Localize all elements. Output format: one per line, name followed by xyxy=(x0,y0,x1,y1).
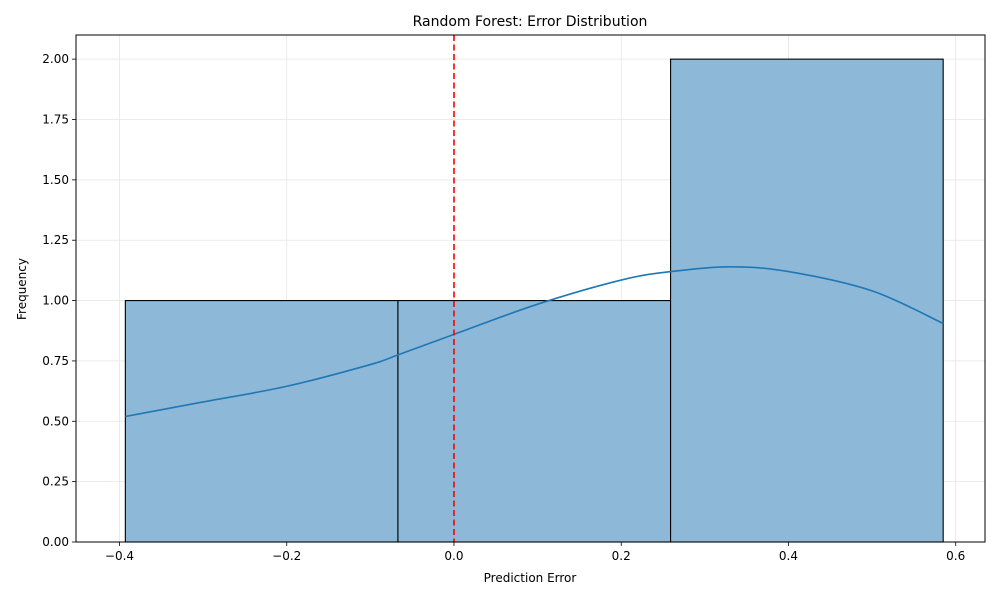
y-tick-label: 0.00 xyxy=(42,535,69,549)
chart-title: Random Forest: Error Distribution xyxy=(413,14,648,30)
y-tick-label: 1.75 xyxy=(42,113,69,127)
histogram-bar xyxy=(397,300,672,543)
histogram-bars xyxy=(124,58,944,543)
x-tick-label: 0.4 xyxy=(779,549,798,563)
x-tick-label: −0.2 xyxy=(272,549,301,563)
y-axis-label: Frequency xyxy=(15,258,29,320)
y-tick-label: 0.75 xyxy=(42,354,69,368)
y-tick-label: 0.25 xyxy=(42,475,69,489)
histogram-bar xyxy=(670,58,944,543)
x-tick-label: 0.0 xyxy=(444,549,463,563)
y-tick-label: 1.50 xyxy=(42,173,69,187)
histogram-bar xyxy=(124,300,399,543)
x-axis-label: Prediction Error xyxy=(484,571,577,585)
y-tick-label: 1.25 xyxy=(42,233,69,247)
plot-frame xyxy=(75,34,986,543)
x-tick-label: 0.6 xyxy=(946,549,965,563)
x-tick-label: 0.2 xyxy=(612,549,631,563)
y-tick-label: 2.00 xyxy=(42,52,69,66)
x-tick-label: −0.4 xyxy=(105,549,134,563)
y-axis-ticks: 0.00 0.25 0.50 0.75 1.00 1.25 1.50 1.75 2.00 xyxy=(42,52,76,549)
y-tick-label: 1.00 xyxy=(42,294,69,308)
kde-curve xyxy=(125,265,944,418)
y-tick-label: 0.50 xyxy=(42,414,69,428)
x-axis-ticks: −0.4 −0.2 0.0 0.2 0.4 0.6 xyxy=(105,542,965,563)
